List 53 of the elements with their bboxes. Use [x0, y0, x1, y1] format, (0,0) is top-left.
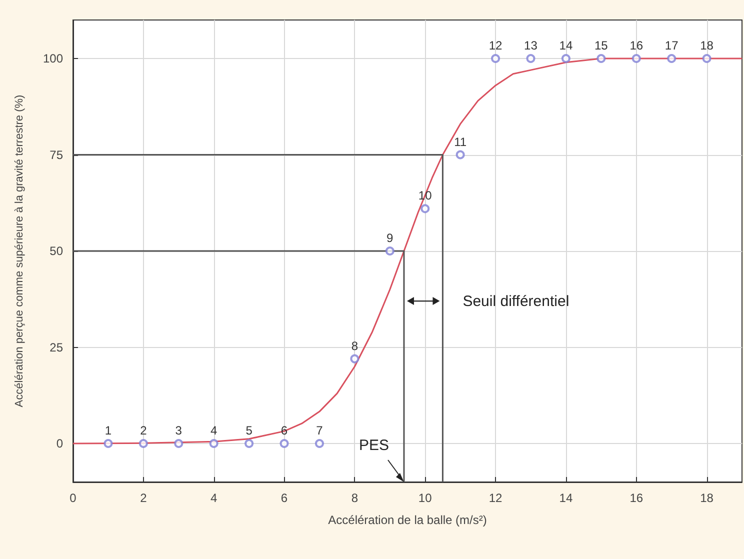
annotation: 8 — [351, 338, 358, 353]
point — [280, 439, 289, 448]
y-tick-label: 50 — [50, 244, 64, 258]
annotation: 9 — [386, 231, 394, 245]
annotation: 7 — [316, 424, 324, 438]
point — [104, 439, 113, 448]
point — [702, 54, 712, 63]
point — [244, 439, 254, 448]
point — [174, 439, 184, 448]
annotation: Seuil différentiel — [462, 293, 570, 310]
x-tick-label: 14 — [559, 491, 573, 505]
y-tick-label: 75 — [50, 148, 64, 162]
x-tick-label: 10 — [418, 491, 432, 505]
point — [456, 150, 465, 160]
y-tick-label: 100 — [42, 52, 64, 66]
y-tick-label: 25 — [50, 340, 64, 354]
y-tick-label: 0 — [56, 436, 64, 450]
point — [385, 246, 394, 256]
point — [632, 54, 641, 63]
annotation: 1 — [104, 424, 112, 438]
x-tick-label: 0 — [70, 491, 77, 505]
point — [138, 439, 148, 448]
point — [596, 54, 606, 63]
annotation: 16 — [630, 38, 644, 52]
point — [561, 54, 570, 63]
annotation: PES — [358, 437, 389, 454]
x-tick-label: 4 — [210, 491, 218, 505]
point — [526, 54, 536, 63]
annotation: 14 — [559, 38, 573, 52]
y-axis-title: Accélération perçue comme supérieure à la gravité terrestre (%) — [14, 94, 26, 408]
annotation: 5 — [246, 424, 253, 438]
annotation: 13 — [524, 38, 538, 52]
x-tick-label: 12 — [488, 491, 503, 505]
x-tick-label: 6 — [280, 491, 288, 505]
annotation: 17 — [664, 38, 679, 52]
point — [420, 204, 430, 214]
point — [667, 54, 676, 63]
x-tick-label: 16 — [630, 491, 644, 505]
x-tick-label: 2 — [140, 491, 148, 505]
point — [209, 439, 218, 448]
point — [350, 354, 360, 364]
annotation: 15 — [594, 38, 608, 52]
annotation: 11 — [454, 134, 467, 149]
point — [314, 439, 324, 448]
annotation: 12 — [488, 38, 503, 52]
x-axis-title: Accélération de la balle (m/s²) — [328, 513, 487, 527]
point — [491, 54, 500, 63]
annotation: 3 — [175, 424, 182, 438]
x-tick-label: 18 — [700, 491, 714, 505]
x-tick-label: 8 — [351, 491, 358, 505]
annotation: 18 — [700, 38, 714, 52]
annotation: 4 — [210, 424, 218, 438]
annotation: 2 — [140, 424, 148, 438]
